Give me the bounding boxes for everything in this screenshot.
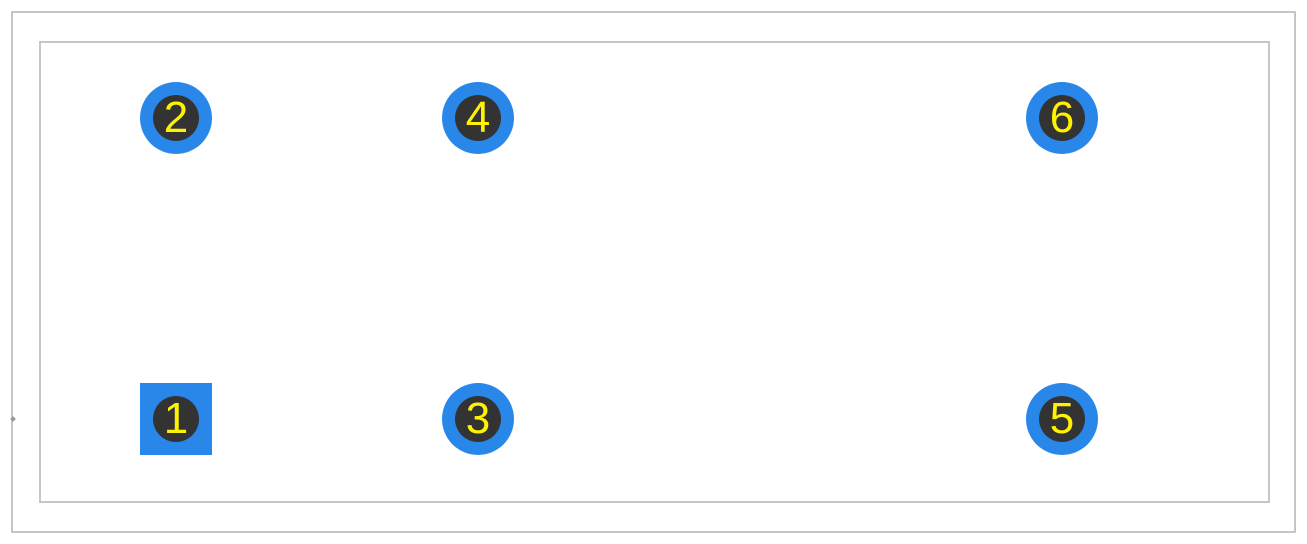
- pad-6-label: 6: [1050, 96, 1074, 140]
- pad-6: 6: [1026, 82, 1098, 154]
- pad-3: 3: [442, 383, 514, 455]
- pad-3-label: 3: [466, 397, 490, 441]
- pad-2: 2: [140, 82, 212, 154]
- pad-5-label: 5: [1050, 397, 1074, 441]
- pad-2-label: 2: [164, 96, 188, 140]
- pad-5: 5: [1026, 383, 1098, 455]
- pad-1-label: 1: [164, 397, 188, 441]
- pad-4-label: 4: [466, 96, 490, 140]
- pad-4: 4: [442, 82, 514, 154]
- pad-1: 1: [140, 383, 212, 455]
